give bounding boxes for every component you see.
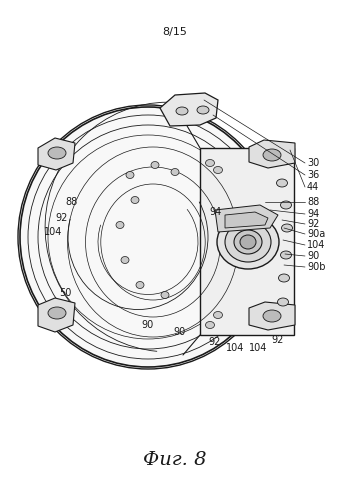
Ellipse shape <box>121 256 129 263</box>
Ellipse shape <box>282 224 292 232</box>
Ellipse shape <box>278 274 290 282</box>
Text: 90: 90 <box>142 320 154 330</box>
Polygon shape <box>200 148 294 335</box>
Ellipse shape <box>136 281 144 288</box>
Text: 88: 88 <box>66 197 78 207</box>
Polygon shape <box>249 302 295 330</box>
Polygon shape <box>249 140 295 168</box>
Text: 44: 44 <box>307 182 319 192</box>
Text: 36: 36 <box>307 170 319 180</box>
Text: 90: 90 <box>307 251 319 261</box>
Ellipse shape <box>48 307 66 319</box>
Text: 92: 92 <box>209 337 221 347</box>
Ellipse shape <box>176 107 188 115</box>
Ellipse shape <box>205 160 214 167</box>
Text: 104: 104 <box>249 343 267 353</box>
Text: 104: 104 <box>44 227 62 237</box>
Polygon shape <box>38 138 75 170</box>
Text: 92: 92 <box>55 213 68 223</box>
Ellipse shape <box>280 251 291 259</box>
Ellipse shape <box>277 179 287 187</box>
Polygon shape <box>160 93 218 126</box>
Polygon shape <box>215 205 278 232</box>
Ellipse shape <box>263 310 281 322</box>
Ellipse shape <box>205 321 214 328</box>
Text: 30: 30 <box>307 158 319 168</box>
Text: 90b: 90b <box>307 262 325 272</box>
Ellipse shape <box>116 222 124 229</box>
Text: 94: 94 <box>209 207 221 217</box>
Text: 90a: 90a <box>307 229 325 239</box>
Ellipse shape <box>161 291 169 298</box>
Ellipse shape <box>280 201 291 209</box>
Ellipse shape <box>263 149 281 161</box>
Polygon shape <box>225 212 268 228</box>
Ellipse shape <box>197 106 209 114</box>
Polygon shape <box>38 298 75 332</box>
Ellipse shape <box>278 298 289 306</box>
Ellipse shape <box>213 311 223 318</box>
Ellipse shape <box>131 197 139 204</box>
Ellipse shape <box>126 172 134 179</box>
Text: 90: 90 <box>174 327 186 337</box>
Text: 104: 104 <box>226 343 244 353</box>
Ellipse shape <box>20 107 276 367</box>
Ellipse shape <box>217 215 279 269</box>
Ellipse shape <box>240 235 256 249</box>
Text: Фиг. 8: Фиг. 8 <box>143 451 207 469</box>
Text: 104: 104 <box>307 240 325 250</box>
Ellipse shape <box>171 169 179 176</box>
Ellipse shape <box>48 147 66 159</box>
Text: 92: 92 <box>272 335 284 345</box>
Ellipse shape <box>234 230 262 254</box>
Ellipse shape <box>213 167 223 174</box>
Text: 50: 50 <box>60 288 72 298</box>
Text: 94: 94 <box>307 209 319 219</box>
Ellipse shape <box>151 162 159 169</box>
Text: 92: 92 <box>307 219 319 229</box>
Ellipse shape <box>225 222 271 262</box>
Text: 88: 88 <box>307 197 319 207</box>
Text: 8/15: 8/15 <box>163 27 187 37</box>
